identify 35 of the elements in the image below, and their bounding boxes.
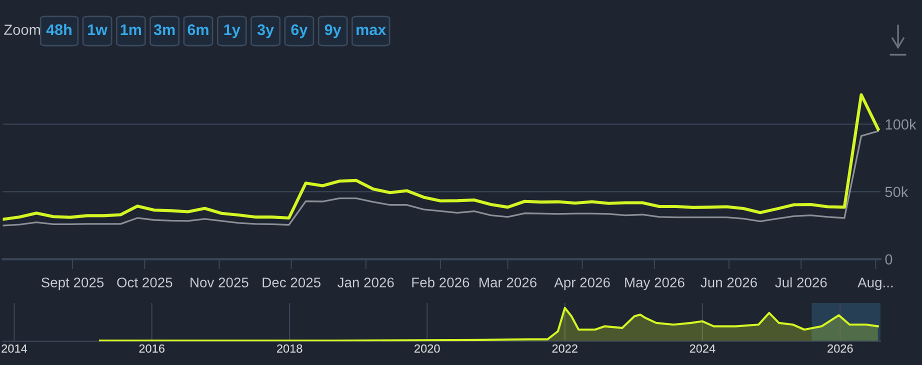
x-tick-label: Jul 2026 (775, 277, 827, 288)
x-tick-label: Mar 2026 (480, 278, 536, 288)
x-tick-label: Jan 2026 (338, 278, 394, 288)
x-tick-label: Sept 2025 (41, 278, 104, 290)
x-tick-label: 2014 (2, 344, 28, 353)
x-tick-label: 2016 (139, 344, 164, 353)
annotation: 6m (188, 24, 208, 36)
annotation: 48h (46, 24, 72, 36)
x-tick-label: Dec 2025 (262, 278, 320, 288)
annotation: Zoom (4, 24, 40, 35)
y-tick-label: 50k (885, 186, 908, 198)
annotation: 1w (88, 24, 108, 35)
x-tick-label: May 2026 (625, 278, 684, 290)
x-tick-label: Feb 2026 (412, 277, 470, 288)
line-series (2, 93, 880, 221)
annotation: 3m (154, 24, 175, 36)
annotation: 3y (257, 24, 274, 38)
annotation: 1y (224, 24, 240, 38)
x-tick-label: Apr 2026 (554, 278, 610, 290)
x-tick-label: Jun 2026 (700, 278, 757, 288)
annotation: 1m (120, 24, 142, 35)
x-tick-label: Aug... (858, 278, 893, 290)
x-tick-label: 2022 (552, 344, 578, 353)
annotation: 6y (291, 24, 308, 38)
annotation: 9y (324, 24, 342, 38)
annotation: max (356, 26, 386, 36)
x-tick-label: 2020 (414, 344, 440, 353)
line-series (2, 130, 879, 226)
x-tick-label: Nov 2025 (190, 278, 248, 288)
x-tick-label: Oct 2025 (117, 278, 172, 288)
x-tick-label: 2024 (690, 344, 716, 353)
y-tick-label: 0 (885, 254, 892, 265)
x-tick-label: 2026 (828, 344, 853, 353)
y-tick-label: 100k (886, 118, 916, 130)
x-tick-label: 2018 (277, 344, 302, 353)
